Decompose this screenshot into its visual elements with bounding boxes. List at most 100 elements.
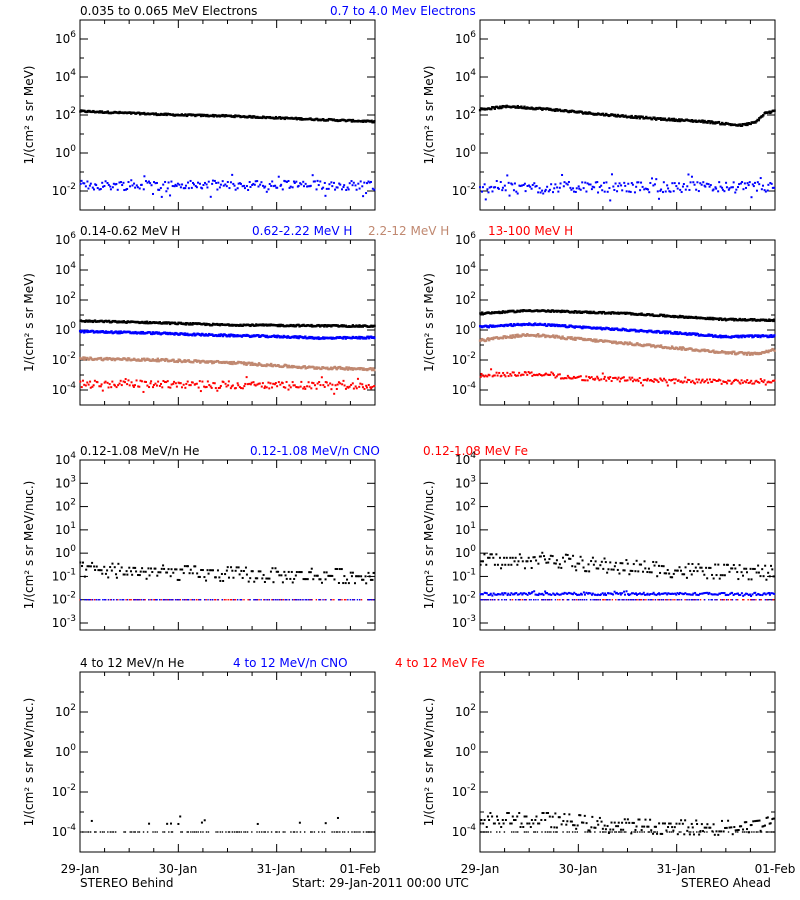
data-point	[633, 328, 636, 332]
data-point	[99, 831, 102, 833]
data-point	[126, 383, 129, 386]
data-point	[680, 592, 683, 595]
data-point	[662, 599, 665, 601]
data-point	[210, 114, 214, 118]
data-point	[134, 186, 137, 189]
data-point	[736, 571, 739, 574]
data-point	[725, 181, 728, 184]
data-point	[711, 120, 714, 124]
data-point	[555, 323, 559, 327]
data-point	[156, 599, 158, 601]
data-point	[355, 188, 358, 191]
data-point	[261, 382, 264, 385]
data-point	[232, 182, 235, 185]
data-point	[487, 831, 490, 833]
data-point	[484, 324, 488, 328]
data-point	[734, 567, 737, 570]
data-point	[84, 357, 88, 360]
data-point	[522, 373, 525, 376]
data-point	[243, 187, 246, 190]
data-point	[566, 831, 568, 833]
data-point	[213, 323, 217, 326]
data-point	[682, 332, 685, 335]
data-point	[367, 180, 370, 183]
data-point	[628, 341, 631, 344]
data-point	[348, 325, 351, 328]
data-point	[691, 379, 694, 382]
data-point	[563, 324, 567, 327]
data-point	[706, 378, 709, 381]
data-point	[238, 573, 241, 576]
data-point	[647, 831, 649, 833]
data-point	[507, 563, 510, 566]
data-point	[685, 576, 688, 579]
data-point	[760, 380, 763, 383]
data-point	[124, 831, 127, 833]
data-point	[755, 599, 757, 601]
data-point	[622, 569, 625, 572]
data-point	[574, 565, 577, 568]
data-point	[266, 335, 270, 339]
data-point	[134, 831, 136, 833]
data-point	[757, 592, 760, 595]
data-point	[513, 560, 516, 563]
data-point	[282, 599, 284, 601]
data-point	[607, 340, 611, 343]
data-point	[622, 342, 626, 346]
data-point	[228, 187, 231, 190]
data-point	[222, 184, 225, 187]
data-point	[313, 574, 316, 577]
data-point	[678, 182, 681, 185]
data-point	[552, 191, 555, 194]
data-point	[584, 831, 586, 833]
data-point	[105, 599, 107, 601]
data-point	[511, 599, 514, 601]
data-point	[84, 384, 87, 387]
data-point	[144, 599, 146, 601]
data-point	[726, 563, 729, 566]
data-point	[345, 188, 348, 191]
data-point	[617, 185, 620, 188]
data-point	[130, 599, 132, 601]
data-point	[278, 116, 282, 119]
data-point	[311, 831, 313, 833]
data-point	[654, 378, 657, 381]
data-point	[127, 181, 130, 184]
series	[79, 173, 376, 198]
data-point	[169, 332, 172, 336]
data-point	[605, 594, 608, 597]
data-point	[522, 106, 526, 110]
data-point	[344, 367, 347, 370]
data-point	[154, 112, 157, 115]
data-point	[351, 382, 354, 385]
data-point	[355, 324, 358, 327]
data-point	[673, 382, 676, 385]
data-point	[661, 379, 664, 382]
data-point	[296, 599, 298, 601]
data-point	[567, 325, 571, 329]
data-point	[739, 593, 742, 596]
data-point	[105, 356, 108, 360]
data-point	[730, 352, 734, 355]
data-point	[338, 324, 342, 328]
data-point	[133, 182, 136, 185]
data-point	[274, 599, 276, 601]
data-point	[586, 831, 588, 833]
data-point	[491, 599, 494, 601]
data-point	[179, 815, 182, 818]
data-point	[505, 599, 507, 601]
data-point	[668, 592, 671, 595]
y-tick-label: 102	[455, 106, 476, 122]
data-point	[524, 190, 527, 193]
data-point	[81, 357, 84, 360]
y-axis-label: 1/(cm² s sr MeV/nuc.)	[22, 481, 36, 610]
data-point	[767, 335, 770, 339]
data-point	[641, 313, 644, 316]
data-point	[324, 599, 326, 601]
data-point	[82, 831, 84, 833]
data-point	[365, 384, 368, 387]
data-point	[205, 579, 208, 582]
data-point	[139, 321, 142, 324]
data-point	[260, 385, 263, 388]
